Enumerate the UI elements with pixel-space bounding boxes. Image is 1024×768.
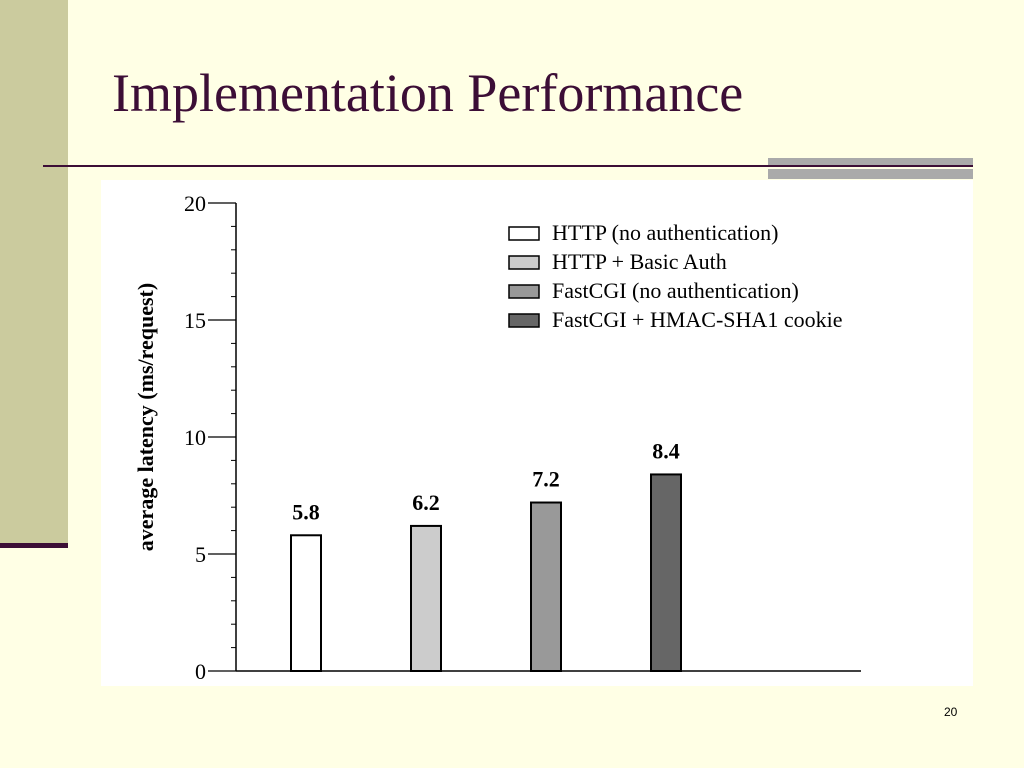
bar-value-label: 6.2 bbox=[412, 490, 440, 515]
y-tick-label: 20 bbox=[184, 191, 206, 216]
bar-value-label: 8.4 bbox=[652, 438, 680, 463]
legend-item-label: FastCGI + HMAC-SHA1 cookie bbox=[552, 307, 842, 332]
legend-swatch bbox=[508, 284, 540, 299]
legend-swatch bbox=[508, 226, 540, 241]
legend-swatch bbox=[508, 313, 540, 328]
page-number: 20 bbox=[944, 705, 958, 719]
legend-swatch bbox=[508, 255, 540, 270]
chart-legend: HTTP (no authentication) HTTP + Basic Aut… bbox=[508, 220, 842, 332]
y-tick-label: 15 bbox=[184, 308, 206, 333]
chart-bars: 5.8 6.2 7.2 8.4 bbox=[290, 438, 682, 673]
title-accent-bar bbox=[768, 158, 973, 179]
bar-2 bbox=[410, 524, 442, 673]
sidebar-rule bbox=[0, 543, 68, 548]
y-tick-label: 5 bbox=[195, 542, 206, 567]
legend-item-label: HTTP + Basic Auth bbox=[552, 249, 727, 274]
legend-item-label: HTTP (no authentication) bbox=[552, 220, 778, 245]
bar-1 bbox=[290, 534, 322, 672]
bar-3 bbox=[530, 501, 562, 672]
slide-title: Implementation Performance bbox=[112, 63, 744, 123]
bar-value-label: 5.8 bbox=[292, 499, 320, 524]
y-tick-label: 10 bbox=[184, 425, 206, 450]
latency-chart: 0 5 10 15 20 average latency (ms/request) 5.… bbox=[133, 191, 861, 684]
title-divider bbox=[43, 165, 973, 167]
y-tick-label: 0 bbox=[195, 659, 206, 684]
bar-value-label: 7.2 bbox=[532, 467, 560, 492]
y-axis-label: average latency (ms/request) bbox=[133, 283, 158, 551]
sidebar-decoration bbox=[0, 0, 68, 548]
bar-4 bbox=[650, 473, 682, 672]
chart-panel: 0 5 10 15 20 average latency (ms/request) 5.… bbox=[101, 180, 973, 686]
chart-axes: 0 5 10 15 20 bbox=[184, 191, 861, 684]
legend-item-label: FastCGI (no authentication) bbox=[552, 278, 799, 303]
